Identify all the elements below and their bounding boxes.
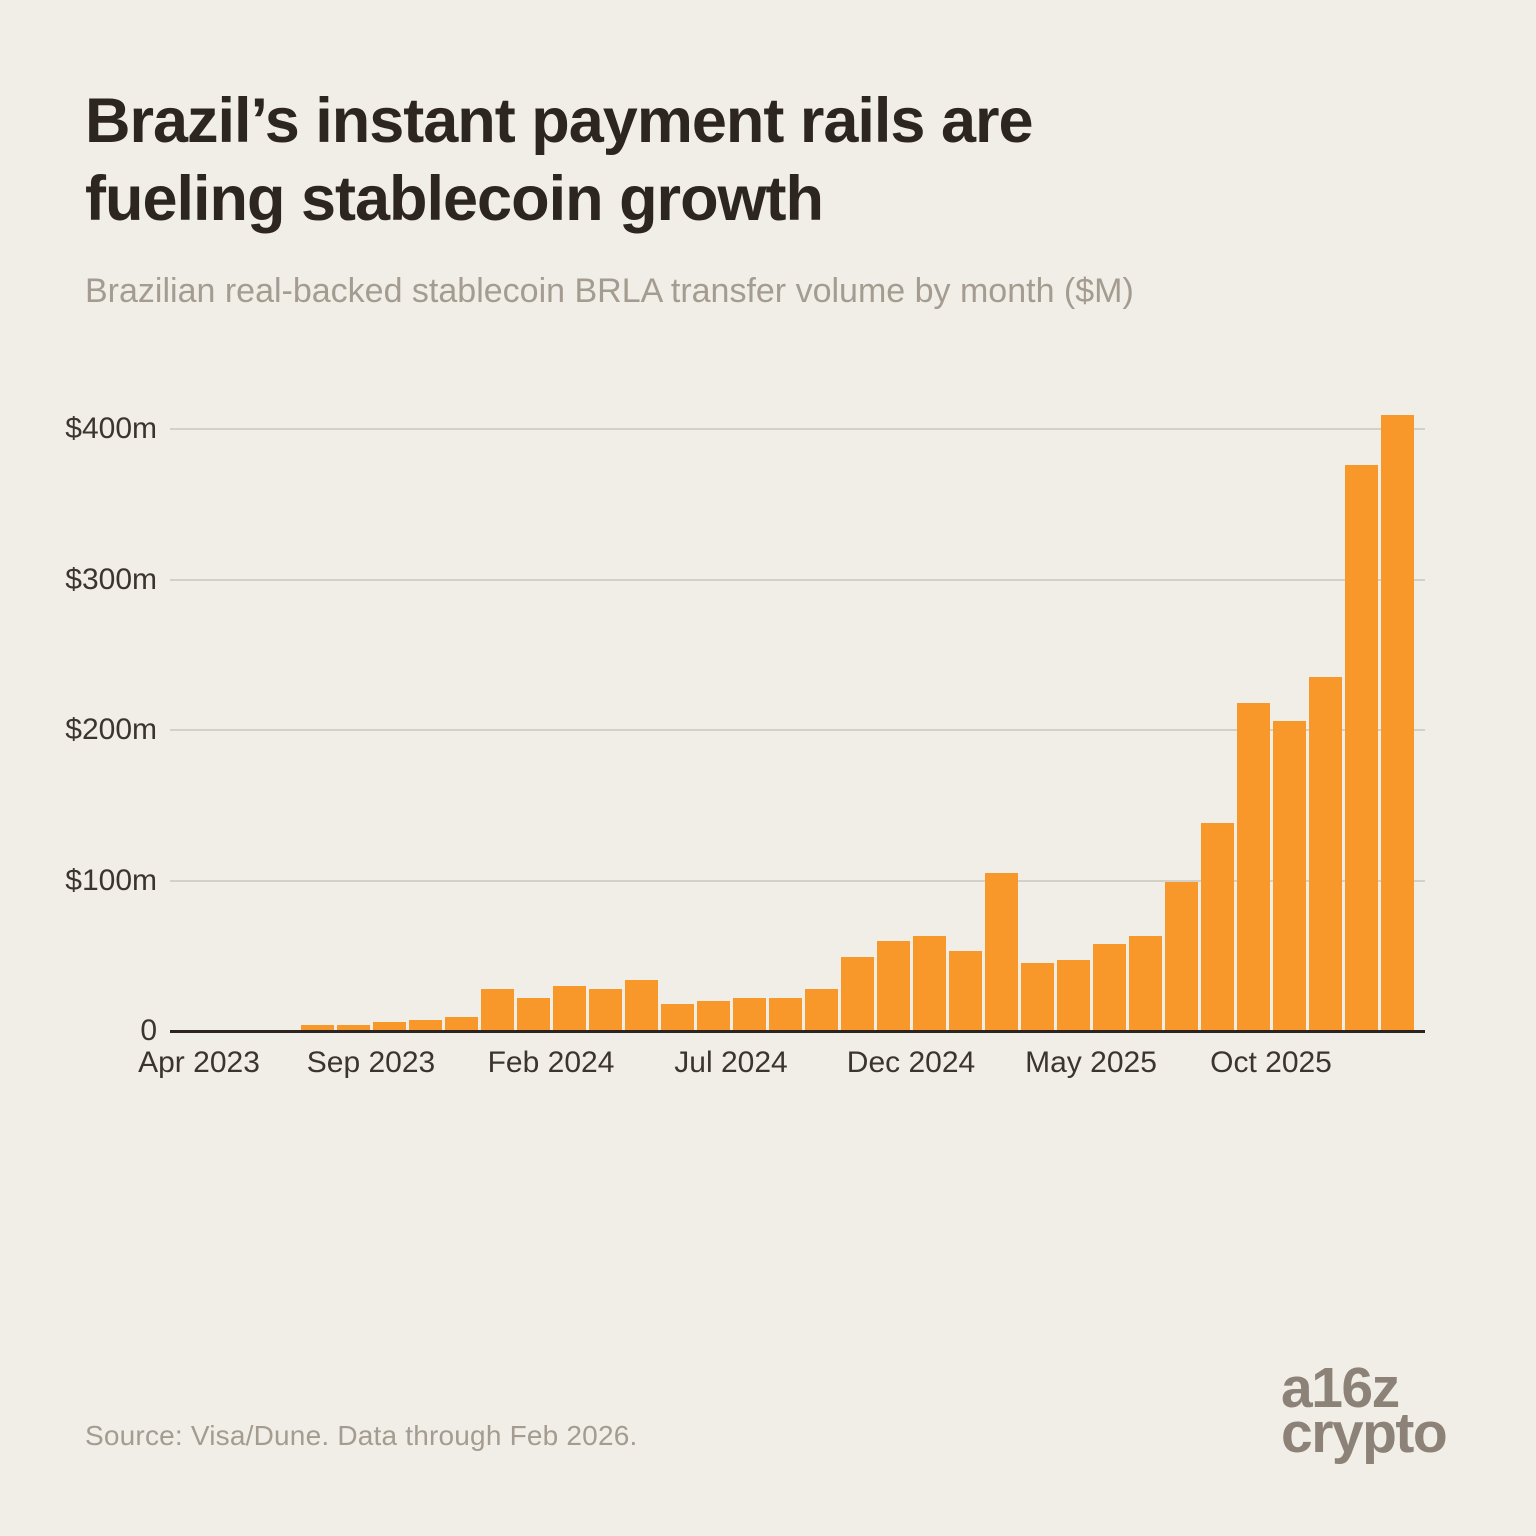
chart-subtitle: Brazilian real-backed stablecoin BRLA tr… [85,272,1134,310]
bar-aug-2023 [336,1024,370,1031]
x-axis-tick-label: Dec 2024 [846,1046,976,1079]
y-axis-tick-label: $200m [65,713,157,746]
gridline-100m [170,879,1425,882]
bar-may-2025 [1092,943,1126,1031]
logo-line-crypto: crypto [1281,1401,1448,1465]
bar-jan-2024 [516,997,550,1031]
a16z-crypto-logo: a16z crypto [1281,1356,1448,1465]
y-axis-tick-label: $400m [65,412,157,445]
logo-line-a16z: a16z [1281,1356,1400,1420]
bar-jan-2025 [948,951,982,1031]
bar-apr-2024 [624,979,658,1031]
x-axis-tick-label: Sep 2023 [306,1046,436,1079]
title-line-1: Brazil’s instant payment rails are [85,86,1034,156]
bar-jun-2024 [696,1000,730,1031]
bar-dec-2024 [912,936,946,1031]
bar-aug-2025 [1200,823,1234,1031]
x-axis-tick-label: Feb 2024 [487,1046,615,1079]
bar-apr-2025 [1056,960,1090,1031]
x-axis-tick-label: May 2025 [1025,1046,1157,1079]
gridline-200m [170,729,1425,731]
bar-oct-2023 [408,1020,442,1031]
gridline-300m [170,578,1425,581]
x-axis-line [170,1030,1425,1033]
title-line-2: fueling stablecoin growth [85,164,824,234]
bar-nov-2023 [444,1017,478,1031]
y-axis-tick-label: $300m [65,562,157,596]
bar-sep-2024 [804,988,838,1031]
bar-feb-2024 [552,985,586,1031]
bar-jun-2025 [1128,936,1162,1031]
bar-feb-2025 [984,872,1018,1031]
bar-jul-2025 [1164,882,1198,1031]
bar-aug-2024 [768,997,802,1031]
bar-nov-2024 [876,940,910,1031]
bar-nov-2025 [1308,677,1342,1031]
bar-dec-2023 [480,988,514,1031]
bar-mar-2024 [588,988,622,1031]
bar-oct-2025 [1272,720,1306,1031]
y-axis-tick-label: 0 [140,1014,157,1047]
bar-sep-2023 [372,1021,406,1031]
plot-area: $400m $300m $200m $100m 0 Apr 2023 Sep 2023 Feb… [65,412,1425,1079]
bar-jul-2024 [732,997,766,1031]
x-axis-tick-label: Oct 2025 [1210,1046,1332,1079]
bar-oct-2024 [840,957,874,1031]
bar-jan-2026 [1380,415,1414,1031]
x-axis-tick-label: Apr 2023 [138,1046,260,1079]
source-note: Source: Visa/Dune. Data through Feb 2026… [85,1420,638,1451]
bar-dec-2025 [1344,465,1378,1031]
x-axis-tick-label: Jul 2024 [674,1046,788,1079]
bar-may-2024 [660,1003,694,1031]
page-title: Brazil’s instant payment rails are fueli… [85,82,1385,238]
bar-mar-2025 [1020,963,1054,1031]
gridline-400m [170,428,1425,430]
bar-jul-2023 [300,1024,334,1031]
bar-sep-2025 [1236,702,1270,1031]
y-axis-tick-label: $100m [65,863,157,897]
